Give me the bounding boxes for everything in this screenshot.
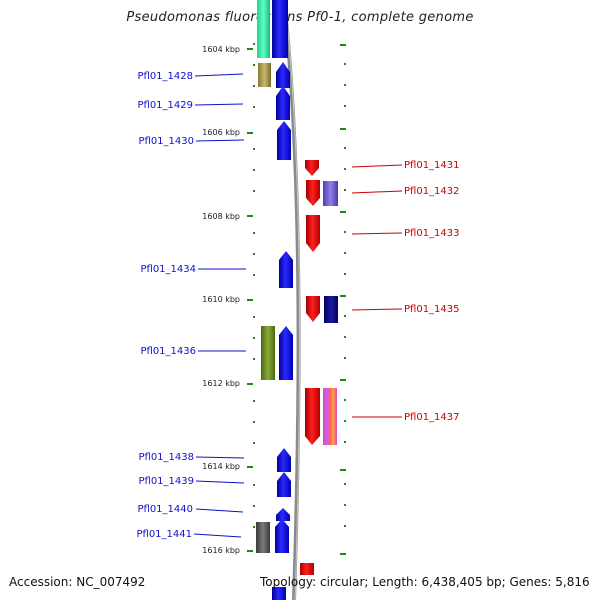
gene-arrow-forward[interactable]: [279, 251, 293, 288]
topology-text: Topology: circular; Length: 6,438,405 bp…: [260, 575, 590, 589]
feature-block[interactable]: [323, 181, 338, 206]
gene-label[interactable]: Pfl01_1432: [404, 186, 460, 197]
scale-label: 1614 kbp: [202, 462, 240, 471]
gene-arrow-forward[interactable]: [276, 62, 290, 88]
scale-label: 1612 kbp: [202, 379, 240, 388]
gene-label[interactable]: Pfl01_1439: [138, 476, 194, 487]
feature-block[interactable]: [261, 326, 275, 380]
gene-label[interactable]: Pfl01_1429: [137, 100, 193, 111]
gene-arrow-forward[interactable]: [275, 519, 289, 553]
gene-arrow-reverse[interactable]: [306, 296, 320, 322]
ticks: [247, 43, 346, 555]
gene-label[interactable]: Pfl01_1437: [404, 412, 460, 423]
scale-label: 1616 kbp: [202, 546, 240, 555]
scale-labels: 1604 kbp 1606 kbp 1608 kbp 1610 kbp 1612…: [202, 45, 240, 555]
gene-arrow-reverse[interactable]: [305, 160, 319, 176]
gene-arrow-reverse[interactable]: [300, 563, 314, 575]
gene-labels-right: Pfl01_1431 Pfl01_1432 Pfl01_1433 Pfl01_1…: [404, 160, 460, 423]
leader-lines-left: [193, 73, 246, 538]
gene-label[interactable]: Pfl01_1441: [136, 529, 192, 540]
gene-arrow-forward[interactable]: [277, 448, 291, 472]
forward-genes: [272, 0, 293, 600]
gene-label[interactable]: Pfl01_1435: [404, 304, 460, 315]
gene-arrow-reverse[interactable]: [305, 388, 320, 445]
gene-label[interactable]: Pfl01_1438: [138, 452, 194, 463]
feature-blocks-left: [256, 0, 275, 553]
gene-arrow-forward[interactable]: [272, 0, 288, 58]
scale-label: 1608 kbp: [202, 212, 240, 221]
gene-arrow-forward[interactable]: [276, 508, 290, 521]
gene-arrow-forward[interactable]: [272, 587, 286, 600]
gene-label[interactable]: Pfl01_1436: [140, 346, 196, 357]
gene-arrow-forward[interactable]: [279, 326, 293, 380]
reverse-genes: [300, 160, 320, 575]
gene-arrow-forward[interactable]: [277, 472, 291, 497]
feature-block[interactable]: [257, 0, 270, 58]
gene-label[interactable]: Pfl01_1440: [137, 504, 193, 515]
feature-blocks-right: [323, 181, 338, 445]
gene-arrow-reverse[interactable]: [306, 215, 320, 252]
gene-label[interactable]: Pfl01_1430: [138, 136, 194, 147]
gene-label[interactable]: Pfl01_1431: [404, 160, 460, 171]
genome-backbone: [282, 0, 301, 600]
gene-label[interactable]: Pfl01_1433: [404, 228, 460, 239]
gene-label[interactable]: Pfl01_1434: [140, 264, 196, 275]
feature-block[interactable]: [258, 63, 271, 87]
genome-title: Pseudomonas fluorescens Pf0-1, complete …: [126, 10, 474, 25]
feature-block[interactable]: [323, 388, 337, 445]
leader-lines-right: [351, 164, 403, 418]
feature-block[interactable]: [324, 296, 338, 323]
gene-arrow-reverse[interactable]: [306, 180, 320, 206]
scale-label: 1604 kbp: [202, 45, 240, 54]
gene-arrow-forward[interactable]: [276, 86, 290, 120]
feature-block[interactable]: [256, 522, 270, 553]
gene-label[interactable]: Pfl01_1428: [137, 71, 193, 82]
scale-label: 1610 kbp: [202, 295, 240, 304]
accession-text: Accession: NC_007492: [9, 575, 146, 589]
gene-labels-left: Pfl01_1428 Pfl01_1429 Pfl01_1430 Pfl01_1…: [136, 71, 196, 540]
gene-arrow-forward[interactable]: [277, 121, 291, 160]
scale-label: 1606 kbp: [202, 128, 240, 137]
